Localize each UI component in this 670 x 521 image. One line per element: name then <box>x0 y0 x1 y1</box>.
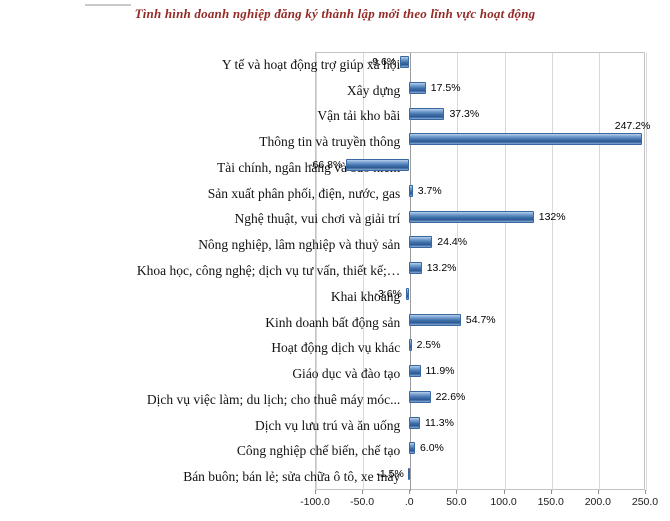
x-tick-label: 100.0 <box>490 496 517 508</box>
x-tick-label: .0 <box>404 496 414 508</box>
axis-tick <box>456 490 458 494</box>
artifact-line <box>85 4 131 6</box>
value-label: 17.5% <box>430 81 461 94</box>
axis-tick <box>597 490 599 494</box>
value-label: 11.3% <box>424 416 454 429</box>
category-label: Y tế và hoạt động trợ giúp xã hội <box>221 56 401 72</box>
axis-tick <box>409 490 411 494</box>
category-label: Xây dựng <box>346 82 401 98</box>
category-label: Kinh doanh bất động sản <box>265 314 401 330</box>
bar <box>409 365 421 378</box>
plot-area <box>315 52 647 491</box>
bar <box>409 313 461 326</box>
gridline <box>316 53 317 491</box>
bar <box>400 56 410 68</box>
bar <box>409 442 415 455</box>
axis-tick <box>503 490 505 494</box>
bar <box>409 262 422 275</box>
x-tick-label: -100.0 <box>300 496 330 508</box>
category-label: Giáo dục và đào tạo <box>292 366 401 382</box>
category-label: Sản xuất phân phối, điện, nước, gas <box>207 185 401 201</box>
x-tick-label: 250.0 <box>631 496 659 508</box>
value-label: -3.6% <box>374 287 402 300</box>
axis-tick <box>362 490 364 494</box>
bar <box>346 159 410 172</box>
category-label: Công nghiệp chế biến, chế tạo <box>236 443 401 459</box>
category-label: Dịch vụ lưu trú và ăn uống <box>254 417 401 433</box>
x-tick-label: -50.0 <box>350 496 375 508</box>
bar <box>409 81 426 94</box>
value-label: -1.5% <box>376 468 404 481</box>
category-label: Khai khoáng <box>330 288 401 304</box>
bar <box>409 416 420 429</box>
category-label: Khoa học, công nghệ; dịch vụ tư vấn, thi… <box>136 262 401 278</box>
value-label: 13.2% <box>426 262 457 275</box>
gridline <box>504 53 506 491</box>
gridline <box>598 53 600 491</box>
value-label: 3.7% <box>417 184 442 197</box>
gridline <box>646 53 647 491</box>
bar <box>409 236 433 249</box>
bar <box>409 184 413 197</box>
bar <box>407 468 410 481</box>
bar <box>409 133 643 146</box>
bar <box>405 287 410 300</box>
value-label: -66.8% <box>309 159 343 172</box>
bar <box>409 210 534 223</box>
value-label: 247.2% <box>614 120 651 133</box>
bar <box>409 390 431 403</box>
value-label: 54.7% <box>465 313 496 326</box>
x-tick-label: 200.0 <box>584 496 611 508</box>
axis-tick <box>550 490 552 494</box>
bar <box>409 107 445 120</box>
value-label: 2.5% <box>416 339 441 352</box>
gridline <box>551 53 553 491</box>
x-tick-label: 50.0 <box>446 496 467 508</box>
chart-title: Tình hình doanh nghiệp đăng ký thành lập… <box>134 6 536 21</box>
value-label: 37.3% <box>449 107 480 120</box>
category-label: Nông nghiệp, lâm nghiệp và thuỷ sản <box>198 237 401 253</box>
axis-tick <box>315 490 316 494</box>
value-label: 132% <box>538 210 566 223</box>
category-label: Bán buôn; bán lẻ; sửa chữa ô tô, xe máy <box>183 469 401 485</box>
gridline <box>457 53 459 491</box>
value-label: 22.6% <box>435 390 466 403</box>
gridline <box>363 53 365 491</box>
value-label: 11.9% <box>425 365 455 378</box>
category-label: Thông tin và truyền thông <box>259 134 401 150</box>
value-label: 24.4% <box>437 236 468 249</box>
axis-tick <box>645 490 646 494</box>
category-label: Nghệ thuật, vui chơi và giải trí <box>234 211 401 227</box>
category-label: Hoạt động dịch vụ khác <box>271 340 401 356</box>
value-label: 6.0% <box>419 442 444 455</box>
x-tick-label: 150.0 <box>537 496 564 508</box>
bar <box>409 339 412 352</box>
category-label: Vận tải kho bãi <box>317 108 401 124</box>
category-label: Dịch vụ việc làm; du lịch; cho thuê máy … <box>146 391 401 407</box>
value-label: -9.6% <box>368 56 397 68</box>
